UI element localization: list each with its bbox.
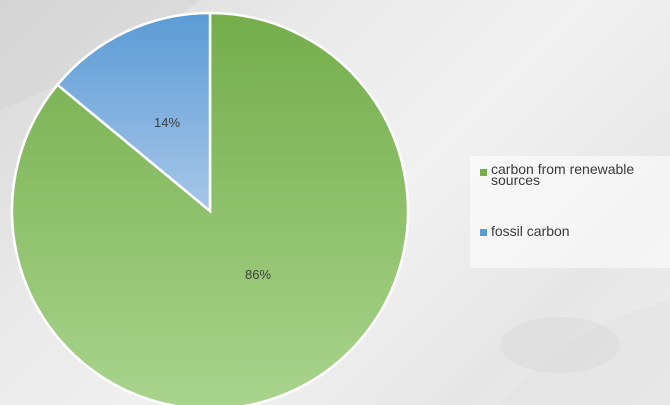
legend-label-renewable: carbon from renewable sources [491, 161, 635, 188]
legend-swatch-fossil [480, 229, 487, 236]
legend-swatch-renewable [480, 169, 487, 176]
legend-item-fossil: fossil carbon [480, 224, 670, 238]
legend-label-fossil: fossil carbon [491, 223, 570, 239]
data-label-renewable: 86% [245, 267, 271, 282]
legend: carbon from renewable sources fossil car… [470, 156, 670, 268]
pie-slice-renewable [10, 11, 410, 405]
legend-item-renewable: carbon from renewable sources [480, 161, 670, 188]
data-label-fossil: 14% [154, 115, 180, 130]
pie-slice-fossil [55, 11, 212, 214]
